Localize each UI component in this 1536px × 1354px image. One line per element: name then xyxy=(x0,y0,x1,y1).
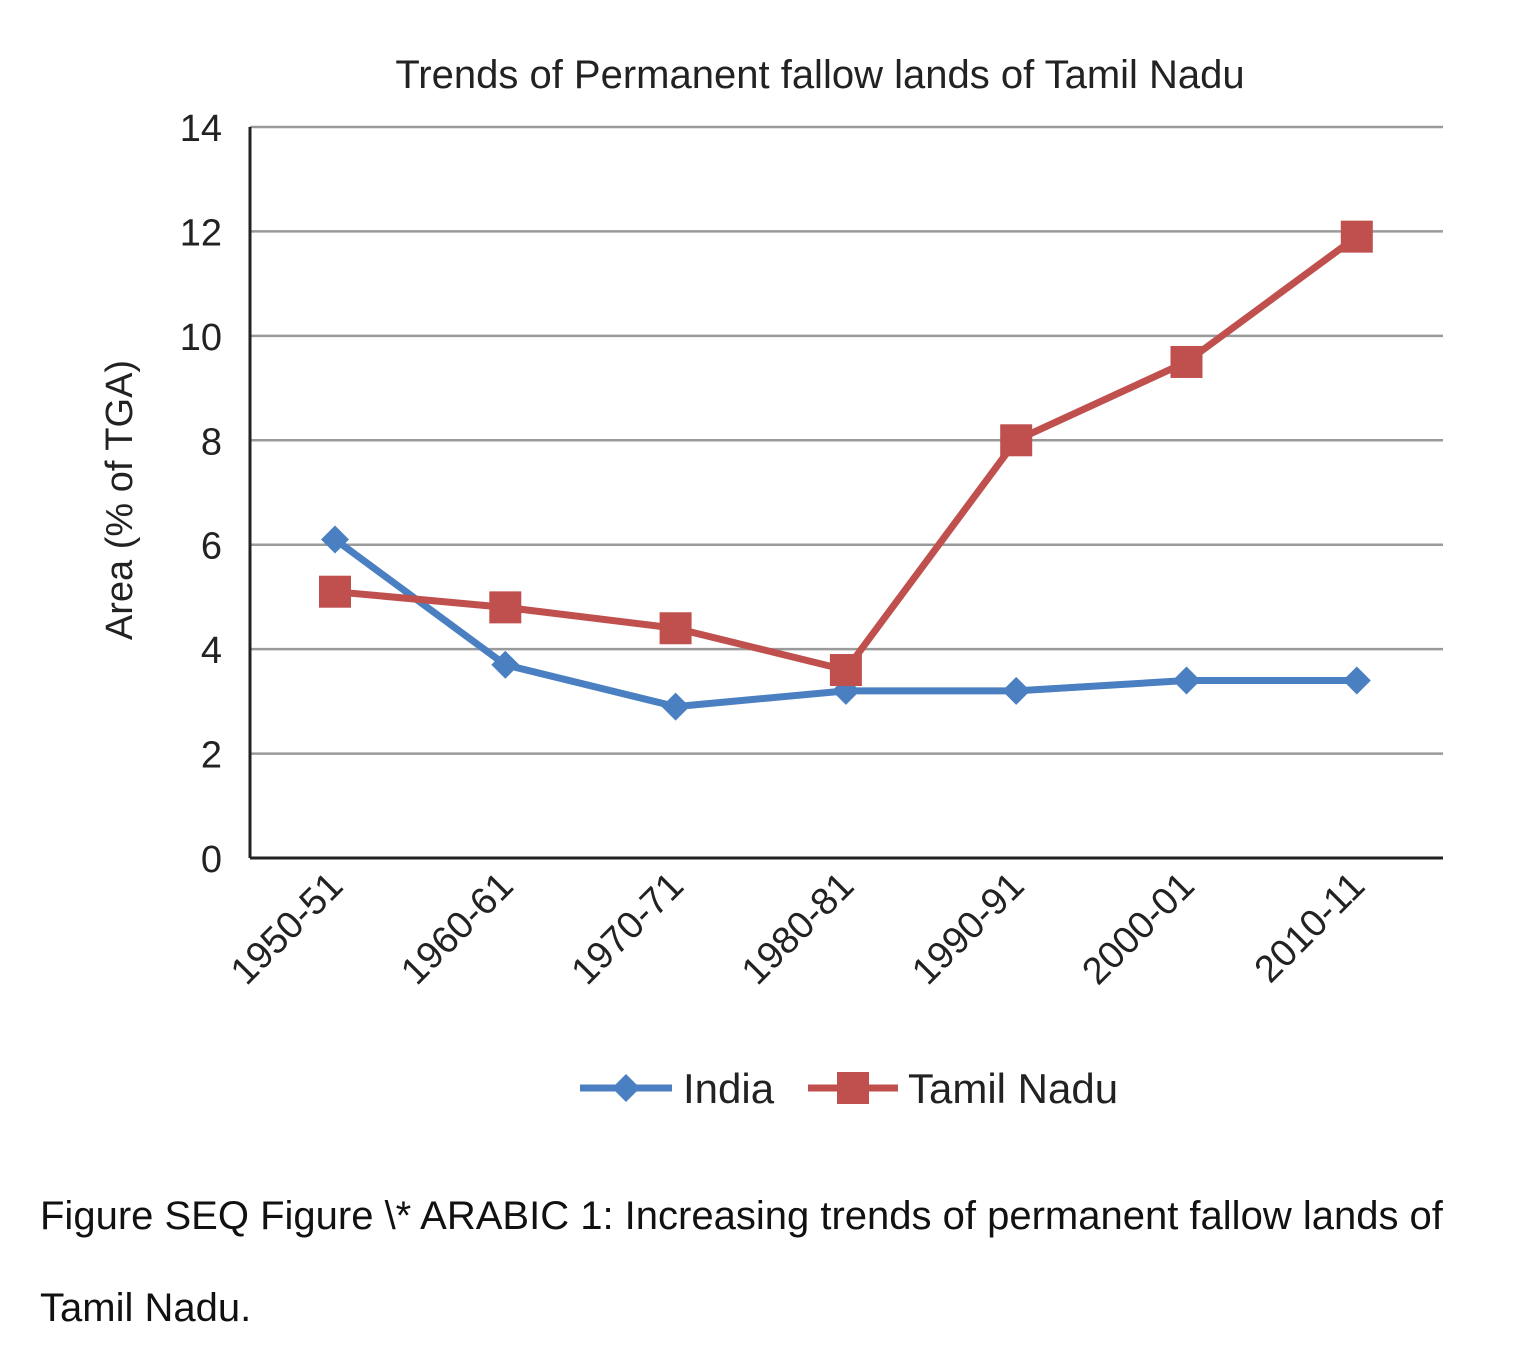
y-tick-label: 12 xyxy=(180,212,222,254)
data-point xyxy=(489,591,522,624)
data-point xyxy=(837,1072,869,1104)
y-tick-label: 6 xyxy=(201,526,222,568)
x-tick-label: 1970-71 xyxy=(564,865,692,993)
x-tick-label: 1950-51 xyxy=(223,865,351,993)
data-point xyxy=(1002,676,1031,705)
x-tick-label: 1990-91 xyxy=(904,865,1032,993)
data-point xyxy=(659,612,692,645)
gridlines xyxy=(250,125,1443,755)
legend-item-india: India xyxy=(580,1065,775,1112)
axes xyxy=(248,127,1443,860)
chart-title: Trends of Permanent fallow lands of Tami… xyxy=(395,53,1244,97)
y-tick-label: 2 xyxy=(201,735,222,777)
legend-item-tamil-nadu: Tamil Nadu xyxy=(808,1065,1118,1112)
data-point xyxy=(612,1074,640,1102)
legend-label: Tamil Nadu xyxy=(908,1065,1118,1112)
data-point xyxy=(1342,666,1371,695)
series-india xyxy=(321,525,1371,721)
data-point xyxy=(321,525,349,554)
x-tick-label: 1960-61 xyxy=(393,865,521,993)
figure-caption: Figure SEQ Figure \* ARABIC 1: Increasin… xyxy=(40,1194,1443,1330)
y-tick-label: 0 xyxy=(201,839,222,881)
y-tick-label: 8 xyxy=(201,421,222,463)
y-axis-label: Area (% of TGA) xyxy=(99,360,141,640)
data-point xyxy=(661,692,690,721)
line-chart: Trends of Permanent fallow lands of Tami… xyxy=(99,53,1443,1112)
y-axis-ticks: 0 2 4 6 8 10 12 14 xyxy=(180,108,222,881)
series-tamil-nadu xyxy=(319,220,1373,687)
data-point xyxy=(491,650,520,679)
y-tick-label: 10 xyxy=(180,317,222,359)
data-point xyxy=(1000,424,1033,457)
series-line xyxy=(334,233,1359,674)
legend: India Tamil Nadu xyxy=(580,1065,1118,1112)
legend-label: India xyxy=(683,1065,775,1112)
y-tick-label: 4 xyxy=(201,630,222,672)
data-point xyxy=(829,654,862,687)
series-layer xyxy=(319,220,1373,721)
x-tick-label: 2010-11 xyxy=(1247,865,1373,991)
x-tick-label: 2000-01 xyxy=(1075,865,1203,993)
x-tick-label: 1980-81 xyxy=(734,865,862,993)
x-axis-ticks: 1950-51 1960-61 1970-71 1980-81 1990-91 2000-… xyxy=(223,865,1373,993)
y-tick-label: 14 xyxy=(180,108,222,150)
data-point xyxy=(1340,220,1373,253)
data-point xyxy=(319,575,351,608)
data-point xyxy=(1170,345,1203,378)
data-point xyxy=(1172,666,1201,695)
